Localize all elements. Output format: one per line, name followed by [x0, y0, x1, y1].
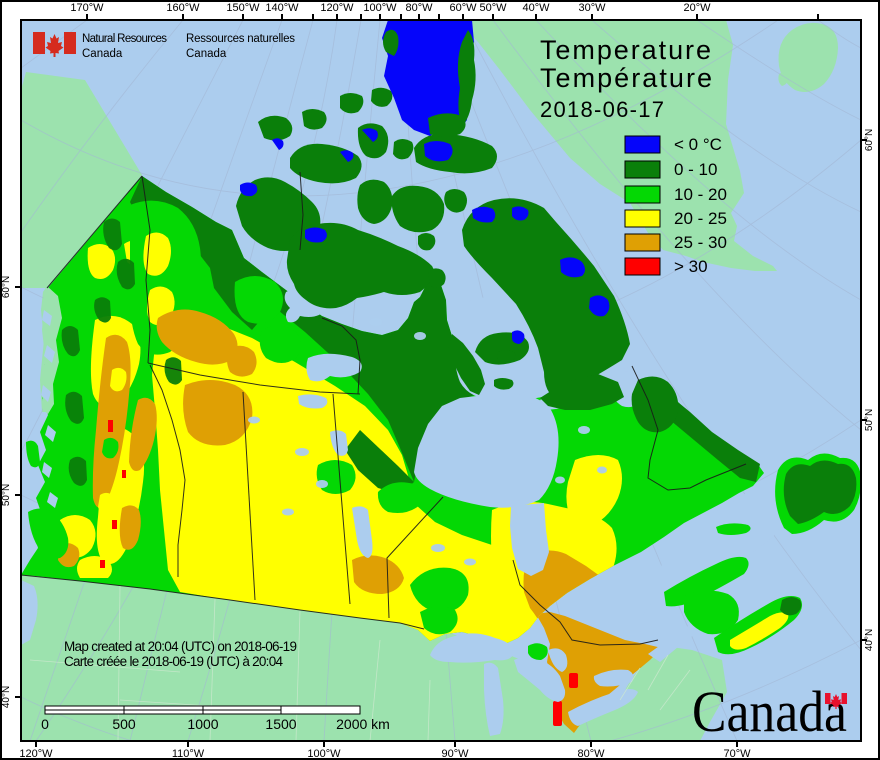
svg-text:0: 0: [41, 716, 49, 732]
svg-text:2000 km: 2000 km: [336, 716, 390, 732]
svg-text:60°N: 60°N: [864, 129, 875, 151]
svg-text:140°W: 140°W: [265, 2, 299, 14]
svg-text:Canada: Canada: [82, 48, 123, 60]
svg-text:170°W: 170°W: [70, 2, 104, 14]
svg-text:> 30: > 30: [674, 257, 708, 276]
svg-text:60°N: 60°N: [1, 276, 12, 298]
svg-text:20°W: 20°W: [683, 2, 711, 14]
svg-text:500: 500: [112, 716, 136, 732]
svg-text:100°W: 100°W: [363, 2, 397, 14]
svg-text:90°W: 90°W: [441, 748, 469, 760]
svg-text:25 - 30: 25 - 30: [674, 233, 727, 252]
svg-text:40°W: 40°W: [522, 2, 550, 14]
svg-text:30°W: 30°W: [578, 2, 606, 14]
svg-text:80°W: 80°W: [577, 748, 605, 760]
svg-text:70°W: 70°W: [723, 748, 751, 760]
svg-text:20 - 25: 20 - 25: [674, 209, 727, 228]
svg-text:1000: 1000: [187, 716, 218, 732]
svg-text:40°N: 40°N: [1, 686, 12, 708]
svg-text:Temperature: Temperature: [540, 35, 711, 65]
svg-text:40°N: 40°N: [864, 629, 875, 651]
svg-text:120°W: 120°W: [19, 748, 53, 760]
svg-text:Canada: Canada: [692, 679, 847, 744]
svg-text:150°W: 150°W: [226, 2, 260, 14]
svg-text:Map created at 20:04 (UTC) on: Map created at 20:04 (UTC) on 2018-06-19: [64, 639, 297, 654]
svg-text:10 - 20: 10 - 20: [674, 185, 727, 204]
svg-text:100°W: 100°W: [307, 748, 341, 760]
svg-text:110°W: 110°W: [172, 748, 205, 760]
svg-text:< 0 °C: < 0 °C: [674, 135, 722, 154]
svg-text:Température: Température: [540, 63, 712, 93]
svg-text:50°W: 50°W: [479, 2, 507, 14]
svg-text:2018-06-17: 2018-06-17: [540, 97, 664, 122]
svg-text:50°N: 50°N: [1, 484, 12, 506]
svg-text:80°W: 80°W: [405, 2, 433, 14]
svg-text:Carte créée le 2018-06-19 (UTC: Carte créée le 2018-06-19 (UTC) à 20:04: [64, 654, 283, 669]
svg-text:0 - 10: 0 - 10: [674, 160, 717, 179]
svg-text:160°W: 160°W: [166, 2, 200, 14]
svg-text:60°W: 60°W: [449, 2, 477, 14]
svg-text:1500: 1500: [265, 716, 296, 732]
svg-text:Natural Resources: Natural Resources: [82, 33, 167, 45]
svg-text:50°N: 50°N: [864, 409, 875, 431]
svg-text:Ressources naturelles: Ressources naturelles: [186, 33, 295, 45]
svg-text:Canada: Canada: [186, 48, 227, 60]
svg-text:120°W: 120°W: [320, 2, 354, 14]
